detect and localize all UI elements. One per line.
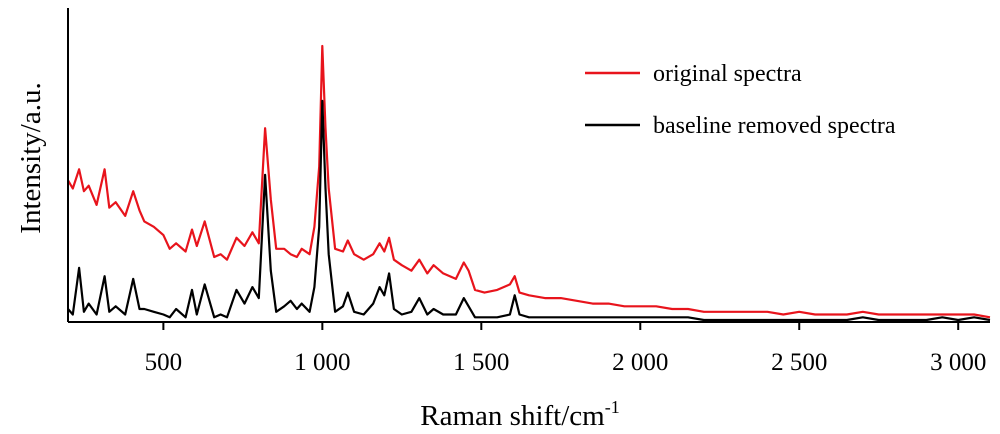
legend-label-baseline-removed: baseline removed spectra [653, 113, 896, 139]
series-lines [67, 44, 991, 322]
y-axis-label: Intensity/a.u. [15, 82, 47, 233]
x-tick-label: 500 [145, 349, 183, 376]
x-axis-label: Raman shift/cm-1 [420, 397, 619, 432]
x-tick-label: 1 500 [453, 349, 509, 376]
x-tick-label: 2 500 [771, 349, 827, 376]
series-line-original [67, 44, 991, 319]
series-line-baseline-removed [67, 99, 991, 322]
axes [67, 8, 990, 323]
legend: original spectra baseline removed spectr… [585, 61, 896, 139]
x-tick-label: 1 000 [294, 349, 350, 376]
x-ticks: 500 1 000 1 500 2 000 2 500 3 000 [145, 322, 986, 376]
x-tick-label: 3 000 [930, 349, 986, 376]
x-tick-label: 2 000 [612, 349, 668, 376]
legend-label-original: original spectra [653, 61, 802, 87]
x-axis-label-superscript: -1 [605, 397, 620, 417]
